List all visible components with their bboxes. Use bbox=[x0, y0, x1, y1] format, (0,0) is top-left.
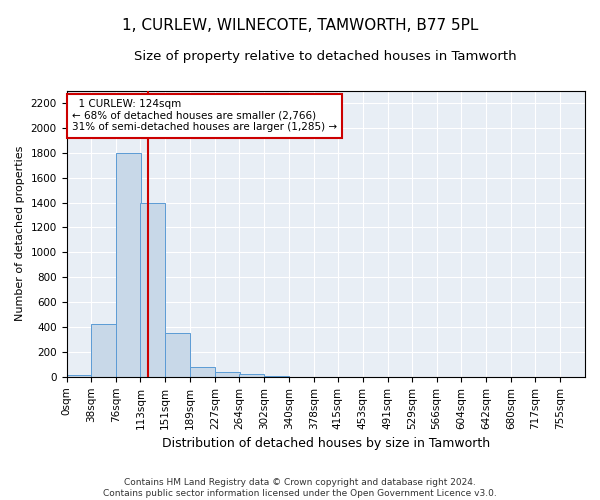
Bar bbox=[165, 334, 190, 377]
Bar bbox=[116, 153, 141, 377]
Bar bbox=[239, 374, 264, 377]
X-axis label: Distribution of detached houses by size in Tamworth: Distribution of detached houses by size … bbox=[162, 437, 490, 450]
Title: Size of property relative to detached houses in Tamworth: Size of property relative to detached ho… bbox=[134, 50, 517, 63]
Text: Contains HM Land Registry data © Crown copyright and database right 2024.
Contai: Contains HM Land Registry data © Crown c… bbox=[103, 478, 497, 498]
Y-axis label: Number of detached properties: Number of detached properties bbox=[15, 146, 25, 322]
Bar bbox=[67, 375, 91, 377]
Bar bbox=[215, 372, 240, 377]
Text: 1, CURLEW, WILNECOTE, TAMWORTH, B77 5PL: 1, CURLEW, WILNECOTE, TAMWORTH, B77 5PL bbox=[122, 18, 478, 32]
Bar bbox=[91, 324, 116, 377]
Text: 1 CURLEW: 124sqm
← 68% of detached houses are smaller (2,766)
31% of semi-detach: 1 CURLEW: 124sqm ← 68% of detached house… bbox=[72, 99, 337, 132]
Bar bbox=[264, 376, 289, 377]
Bar bbox=[190, 367, 215, 377]
Bar bbox=[140, 202, 165, 377]
